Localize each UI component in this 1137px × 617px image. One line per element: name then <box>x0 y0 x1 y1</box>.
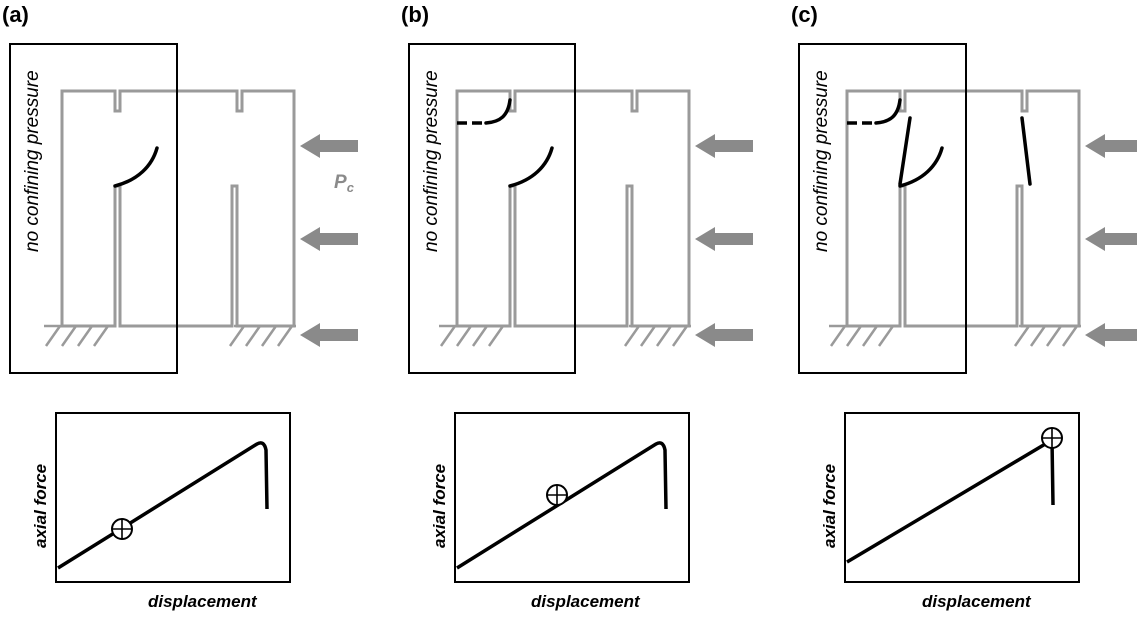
panel-b-label: (b) <box>401 2 429 27</box>
panel-c-box-label: no confining pressure <box>811 70 832 252</box>
panel-b-crack-top <box>484 98 512 125</box>
panel-b-xlabel: displacement <box>531 592 641 611</box>
panel-b-chart-frame <box>454 412 690 583</box>
panel-c-ylabel: axial force <box>820 464 839 548</box>
panel-c-specimen <box>827 89 1083 348</box>
panel-a-label: (a) <box>2 2 29 27</box>
panel-c-xlabel: displacement <box>922 592 1032 611</box>
panel-a-crack <box>113 146 159 188</box>
panel-a-pressure-arrows <box>300 134 358 347</box>
panel-c-shear-right <box>1020 116 1032 186</box>
panel-a-chart-frame <box>55 412 291 583</box>
panel-c-label: (c) <box>791 2 818 27</box>
panel-c-state-marker <box>1041 427 1063 449</box>
panel-a-box-label: no confining pressure <box>22 70 43 252</box>
panel-c-shear-left <box>898 116 912 186</box>
panel-a-specimen <box>42 89 298 348</box>
panel-b-force-curve <box>456 441 668 570</box>
panel-a-state-marker <box>111 518 133 540</box>
panel-c-crack-top <box>874 98 902 125</box>
panel-b-state-marker <box>546 484 568 506</box>
panel-b-box-label: no confining pressure <box>421 70 442 252</box>
panel-c-unconfined-box <box>798 43 967 374</box>
panel-b-ylabel: axial force <box>430 464 449 548</box>
panel-c-pressure-arrows <box>1085 134 1137 347</box>
panel-c-crack <box>898 146 944 188</box>
panel-a: (a) no confining pressure Pc axial force… <box>2 2 358 611</box>
panel-b-pressure-arrows <box>695 134 753 347</box>
panel-a-force-curve <box>57 441 269 570</box>
panel-c-chart-frame <box>844 412 1080 583</box>
panel-b-crack <box>508 146 554 188</box>
panel-b-specimen <box>437 89 693 348</box>
panel-c: (c) no confining pressure axial force di… <box>791 2 1137 611</box>
panel-c-force-curve <box>846 438 1055 564</box>
panel-b: (b) no confining pressure axial force di… <box>401 2 753 611</box>
panel-b-unconfined-box <box>408 43 576 374</box>
panel-a-xlabel: displacement <box>148 592 258 611</box>
panel-a-ylabel: axial force <box>31 464 50 548</box>
panel-a-unconfined-box <box>9 43 178 374</box>
panel-a-pressure-label: Pc <box>334 172 355 195</box>
